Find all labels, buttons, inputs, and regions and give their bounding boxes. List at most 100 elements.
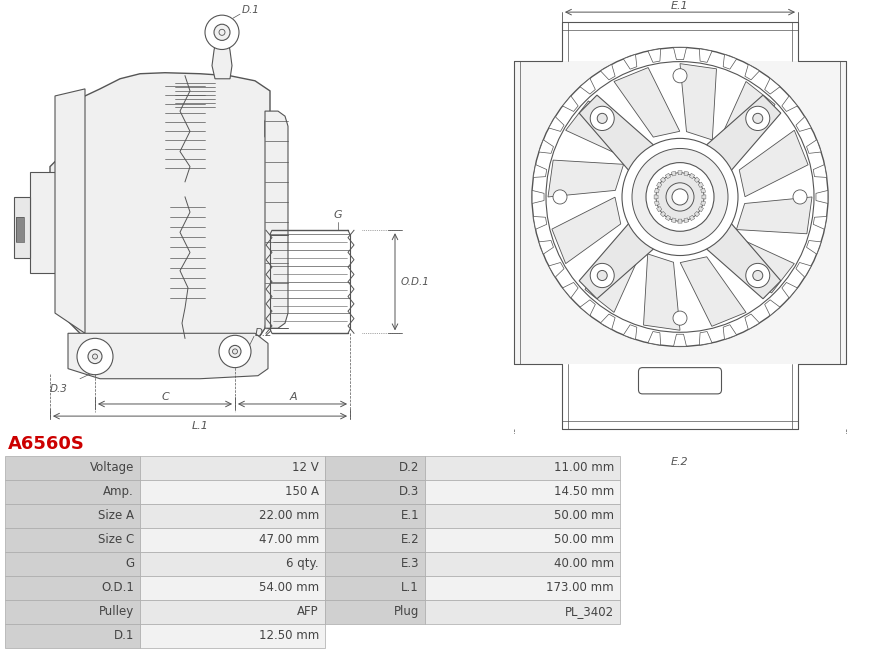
- Polygon shape: [563, 96, 578, 111]
- Circle shape: [673, 311, 687, 325]
- Bar: [16, 217, 24, 242]
- Text: 50.00 mm: 50.00 mm: [554, 534, 614, 546]
- Text: 11.00 mm: 11.00 mm: [554, 461, 614, 474]
- Circle shape: [219, 336, 251, 368]
- Text: E.2: E.2: [671, 457, 689, 467]
- Polygon shape: [806, 139, 821, 153]
- Polygon shape: [796, 116, 812, 132]
- Bar: [140, 456, 325, 480]
- Text: E.1: E.1: [671, 1, 689, 11]
- Polygon shape: [55, 89, 85, 334]
- Text: 6 qty.: 6 qty.: [286, 557, 319, 570]
- Polygon shape: [680, 257, 746, 326]
- Bar: [425, 576, 620, 600]
- Text: L.1: L.1: [401, 582, 419, 594]
- Polygon shape: [579, 220, 657, 299]
- Bar: [140, 600, 325, 624]
- Text: D.1: D.1: [114, 630, 134, 642]
- Polygon shape: [694, 177, 700, 182]
- Polygon shape: [671, 218, 676, 223]
- Polygon shape: [623, 325, 637, 340]
- Circle shape: [229, 345, 241, 357]
- Circle shape: [666, 183, 694, 211]
- Bar: [5, 552, 140, 576]
- Text: 12.50 mm: 12.50 mm: [259, 630, 319, 642]
- Circle shape: [656, 172, 704, 221]
- Circle shape: [746, 263, 770, 288]
- Circle shape: [672, 189, 688, 205]
- Polygon shape: [718, 82, 775, 164]
- Bar: [16, 217, 24, 242]
- Circle shape: [219, 30, 225, 36]
- Bar: [5, 456, 140, 480]
- Bar: [325, 528, 425, 552]
- Text: O.D.1: O.D.1: [401, 277, 429, 287]
- Circle shape: [753, 113, 763, 124]
- Polygon shape: [713, 236, 794, 293]
- Text: O.D.1: O.D.1: [101, 582, 134, 594]
- Polygon shape: [50, 73, 280, 364]
- Polygon shape: [765, 300, 780, 316]
- Polygon shape: [552, 197, 621, 264]
- Polygon shape: [661, 177, 666, 182]
- Polygon shape: [657, 207, 662, 212]
- Polygon shape: [694, 211, 700, 217]
- Text: A6560S: A6560S: [8, 435, 84, 453]
- Bar: [425, 456, 620, 480]
- Circle shape: [532, 47, 828, 346]
- Text: G: G: [333, 210, 342, 220]
- Polygon shape: [813, 164, 827, 178]
- Text: E.2: E.2: [400, 534, 419, 546]
- Bar: [140, 480, 325, 504]
- Polygon shape: [781, 96, 797, 111]
- Circle shape: [590, 263, 614, 288]
- Text: E.1: E.1: [400, 509, 419, 522]
- Circle shape: [553, 190, 567, 204]
- Polygon shape: [702, 195, 706, 199]
- Text: D.2: D.2: [255, 328, 273, 338]
- Circle shape: [88, 349, 102, 364]
- Text: PL_3402: PL_3402: [565, 605, 614, 619]
- Polygon shape: [701, 201, 706, 206]
- Circle shape: [622, 138, 738, 255]
- Polygon shape: [539, 139, 554, 153]
- Bar: [514, 61, 846, 364]
- Circle shape: [753, 270, 763, 280]
- Text: Plug: Plug: [394, 605, 419, 619]
- Polygon shape: [661, 211, 666, 217]
- Circle shape: [597, 113, 607, 124]
- Bar: [140, 624, 325, 648]
- Polygon shape: [665, 215, 670, 220]
- Bar: [325, 600, 425, 624]
- Polygon shape: [680, 64, 717, 140]
- Text: 47.00 mm: 47.00 mm: [259, 534, 319, 546]
- Text: Pulley: Pulley: [99, 605, 134, 619]
- Polygon shape: [674, 334, 686, 346]
- Text: 150 A: 150 A: [285, 486, 319, 498]
- Polygon shape: [68, 334, 268, 379]
- Circle shape: [205, 15, 239, 49]
- Text: AFP: AFP: [298, 605, 319, 619]
- Bar: [5, 504, 140, 528]
- Polygon shape: [580, 78, 596, 94]
- FancyBboxPatch shape: [638, 368, 722, 394]
- Circle shape: [673, 68, 687, 83]
- Circle shape: [590, 106, 614, 130]
- Polygon shape: [600, 314, 615, 330]
- Bar: [140, 528, 325, 552]
- Polygon shape: [698, 182, 703, 188]
- Bar: [325, 576, 425, 600]
- Text: 40.00 mm: 40.00 mm: [554, 557, 614, 570]
- Polygon shape: [549, 263, 564, 277]
- Polygon shape: [745, 64, 759, 80]
- Text: L.1: L.1: [191, 421, 208, 431]
- Text: Size C: Size C: [98, 534, 134, 546]
- Polygon shape: [698, 207, 703, 212]
- Polygon shape: [816, 190, 828, 203]
- Polygon shape: [702, 95, 781, 174]
- Text: C: C: [161, 392, 169, 402]
- Polygon shape: [533, 164, 547, 178]
- Bar: [425, 504, 620, 528]
- Polygon shape: [702, 220, 781, 299]
- Polygon shape: [678, 171, 682, 175]
